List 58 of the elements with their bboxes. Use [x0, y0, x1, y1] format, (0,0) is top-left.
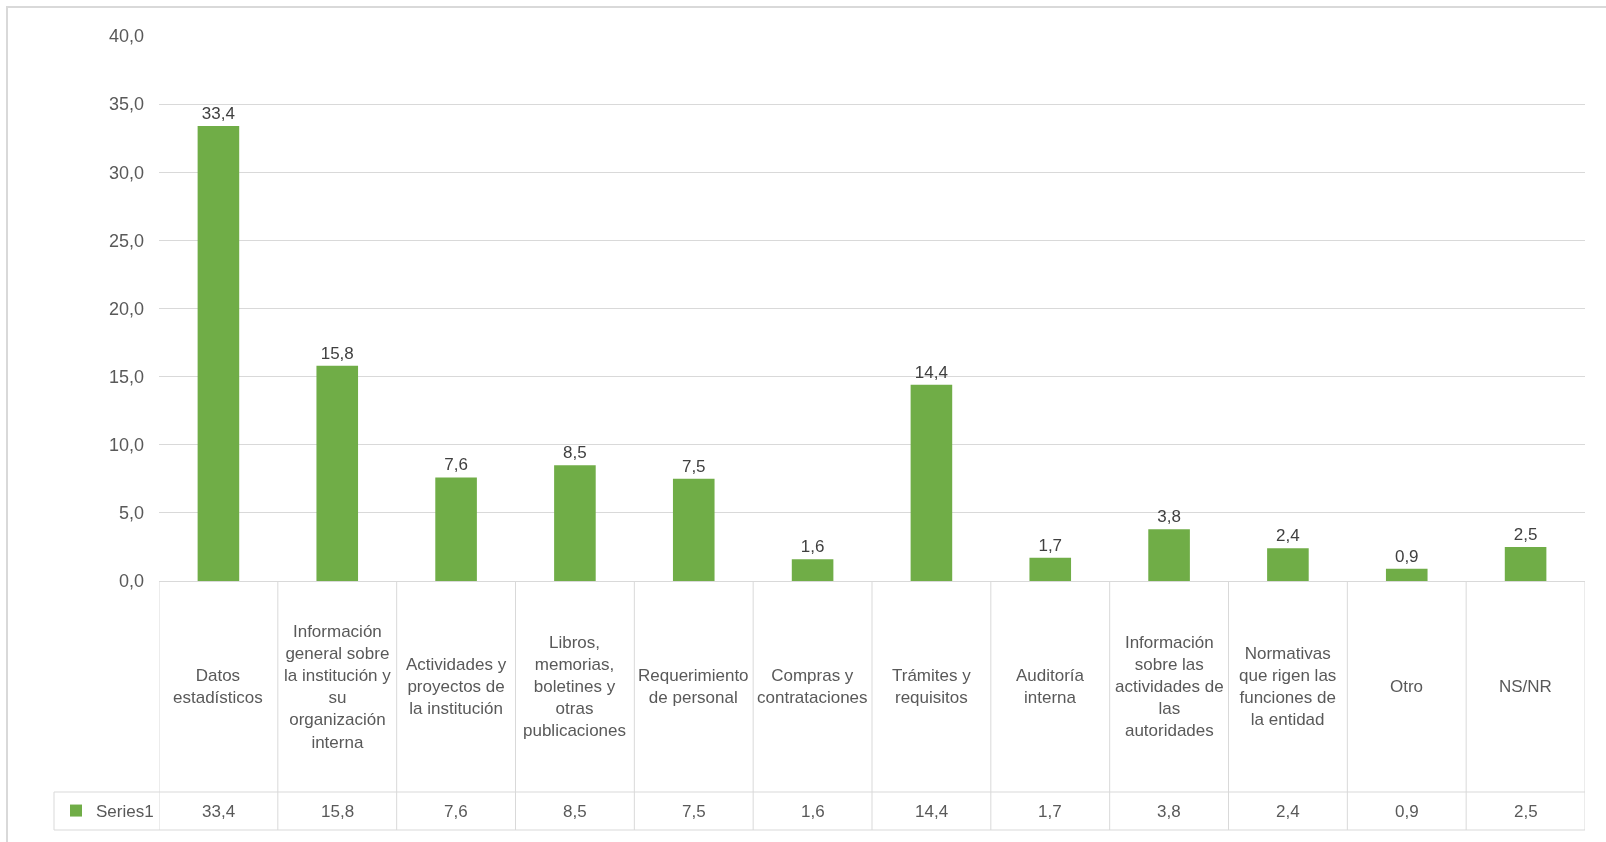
- y-tick-label: 5,0: [118, 503, 144, 524]
- x-tick-label: Información general sobre la institución y su organización interna: [284, 622, 392, 752]
- data-label: 0,9: [1395, 802, 1419, 821]
- x-tick-label: Actividades y proyectos de la institución: [406, 655, 507, 719]
- bar: [1029, 557, 1072, 581]
- x-tick-label: NS/NR: [1499, 677, 1552, 696]
- data-label: 2,5: [1514, 802, 1538, 821]
- text: 15,8: [320, 343, 354, 363]
- bar: [316, 365, 359, 581]
- data-label: 15,8: [321, 802, 355, 821]
- x-tick-label: Datos estadísticos: [173, 666, 263, 708]
- text: 2,4: [1276, 526, 1300, 546]
- x-tick-label: Normativas que rigen las funciones de la entidad: [1239, 644, 1337, 730]
- text: 1,7: [1038, 535, 1063, 555]
- data-label: 3,8: [1157, 802, 1181, 821]
- bar: [435, 477, 477, 581]
- bar: [1385, 568, 1428, 581]
- bar: [910, 384, 953, 581]
- data-label: 7,6: [444, 802, 468, 821]
- y-tick-label: 25,0: [108, 230, 144, 251]
- x-tick-label: Compras y contrataciones: [757, 666, 868, 708]
- y-tick-label: 10,0: [108, 435, 144, 456]
- text: 8,5: [563, 443, 587, 463]
- text: 0,9: [1394, 546, 1419, 566]
- legend-label: Series1: [96, 802, 154, 822]
- text: 2,5: [1513, 524, 1538, 544]
- data-label: 7,5: [682, 802, 706, 821]
- x-tick-label: Información sobre las actividades de las autoridades: [1115, 633, 1224, 741]
- bar: [1148, 529, 1190, 581]
- data-label: 33,4: [202, 802, 236, 821]
- text: 33,4: [201, 103, 235, 123]
- y-tick-label: 15,0: [108, 366, 144, 387]
- y-tick-label: 20,0: [108, 298, 144, 319]
- bar: [672, 478, 715, 581]
- y-tick-label: 40,0: [108, 26, 144, 47]
- bar: [791, 559, 834, 581]
- text: 7,5: [681, 456, 706, 476]
- data-label: 1,6: [801, 802, 825, 821]
- x-tick-label: Libros, memorias, boletines y otras publicaciones: [523, 633, 627, 741]
- y-tick-label: 30,0: [108, 162, 144, 183]
- text: 1,6: [800, 537, 825, 557]
- x-tick-label: Requerimiento de personal: [638, 666, 749, 708]
- text: 3,8: [1157, 507, 1181, 527]
- data-label: 8,5: [563, 802, 587, 821]
- data-label: 1,7: [1038, 802, 1062, 821]
- x-tick-label: Auditoría interna: [1016, 666, 1085, 708]
- data-label: 2,4: [1276, 802, 1300, 821]
- x-tick-label: Otro: [1390, 677, 1424, 696]
- bar: [197, 125, 240, 581]
- y-tick-label: 35,0: [108, 94, 144, 115]
- bar: [554, 465, 596, 581]
- bar: [1267, 548, 1309, 581]
- data-label: 14,4: [915, 802, 949, 821]
- text: 14,4: [914, 362, 948, 382]
- x-tick-label: Trámites y requisitos: [892, 666, 972, 708]
- bar: [1504, 546, 1547, 581]
- y-tick-label: 0,0: [118, 571, 144, 592]
- text: 7,6: [444, 455, 468, 475]
